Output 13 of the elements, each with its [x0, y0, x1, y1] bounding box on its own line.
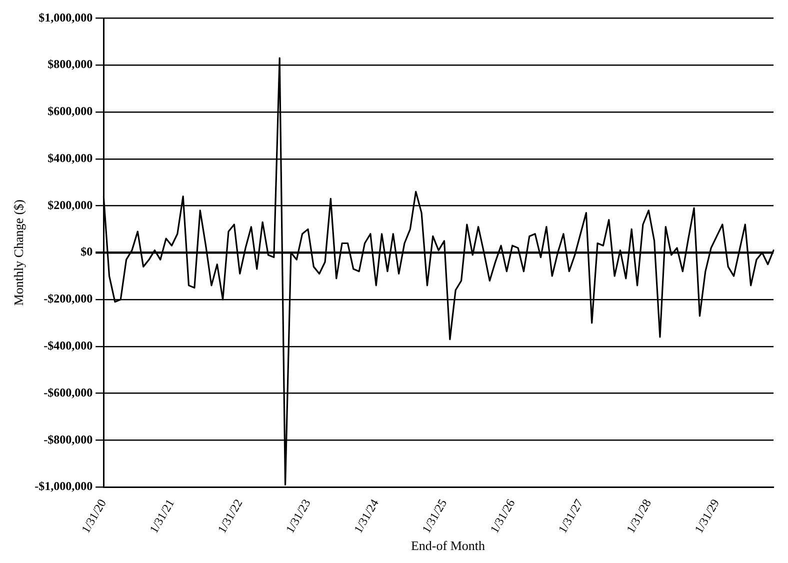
y-tick-label: $1,000,000	[38, 10, 93, 24]
y-axis-title: Monthly Change ($)	[11, 200, 26, 306]
x-axis-title: End-of Month	[410, 538, 486, 554]
y-tick-label: $400,000	[48, 150, 93, 165]
y-tick-label: -$600,000	[44, 385, 93, 400]
y-tick-label: -$400,000	[44, 338, 93, 352]
y-tick-label: $0	[80, 244, 93, 259]
y-tick-label: $200,000	[48, 198, 93, 212]
y-tick-label: $600,000	[48, 104, 93, 118]
y-tick-label: $800,000	[48, 57, 93, 72]
y-tick-label: -$800,000	[44, 432, 93, 446]
y-tick-label: -$200,000	[44, 292, 93, 306]
y-tick-label: -$1,000,000	[34, 479, 93, 494]
